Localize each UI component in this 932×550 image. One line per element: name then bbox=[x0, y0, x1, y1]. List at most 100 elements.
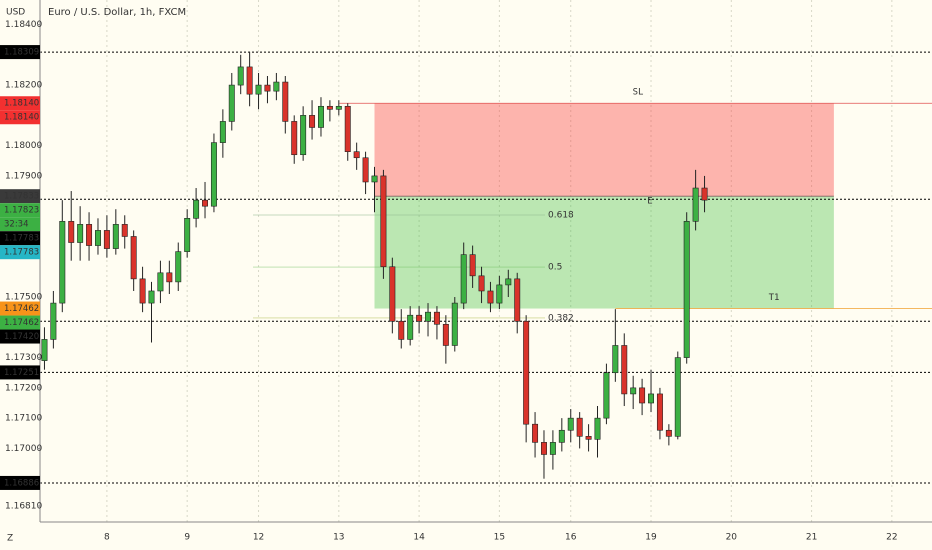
candle-body bbox=[309, 115, 316, 128]
price-label: 1.18309 bbox=[4, 48, 39, 58]
price-label-box bbox=[0, 301, 40, 316]
x-tick-label: 14 bbox=[413, 533, 425, 543]
price-label-box bbox=[0, 96, 40, 111]
candle-body bbox=[451, 302, 458, 346]
y-tick-label: 1.18400 bbox=[5, 20, 42, 30]
entry-label: E bbox=[647, 197, 652, 207]
x-tick-label: 22 bbox=[886, 533, 897, 543]
candle-body bbox=[585, 436, 592, 440]
candle-body bbox=[318, 105, 324, 128]
candle-body bbox=[130, 236, 137, 280]
price-label-box bbox=[0, 110, 40, 125]
price-label-box bbox=[0, 245, 40, 260]
plot bbox=[41, 51, 708, 479]
candle-body bbox=[433, 311, 440, 325]
price-label-box bbox=[0, 315, 40, 330]
candle-body bbox=[407, 314, 414, 340]
candle-body bbox=[665, 429, 672, 437]
candle-body bbox=[398, 320, 405, 340]
candle-body bbox=[166, 272, 173, 283]
price-axis bbox=[0, 0, 40, 550]
x-tick-label: 8 bbox=[104, 533, 110, 543]
y-tick-label: 1.17100 bbox=[5, 414, 42, 424]
candle-body bbox=[478, 275, 485, 292]
y-tick-label: 1.18000 bbox=[5, 141, 42, 151]
candle-body bbox=[621, 345, 628, 395]
candle-body bbox=[656, 393, 663, 431]
candle-body bbox=[603, 372, 610, 419]
candle-body bbox=[112, 224, 119, 249]
price-label: 1.17783 bbox=[4, 248, 39, 258]
price-label-box bbox=[0, 329, 40, 344]
candle-body bbox=[202, 199, 208, 207]
candle-body bbox=[683, 221, 690, 358]
candle-body bbox=[567, 417, 574, 431]
fib-label: 0.5 bbox=[548, 263, 562, 273]
x-tick-label: 20 bbox=[726, 533, 738, 543]
candle-body bbox=[648, 393, 654, 404]
candle-body bbox=[344, 105, 351, 152]
candle-body bbox=[246, 66, 253, 95]
target-label: T1 bbox=[769, 293, 780, 303]
price-label: 1.18140 bbox=[4, 99, 39, 109]
candle-body bbox=[380, 175, 387, 268]
x-tick-label: 9 bbox=[184, 533, 190, 543]
price-label: 1.17783 bbox=[4, 234, 39, 244]
y-tick-label: 1.17200 bbox=[5, 383, 42, 393]
price-label: 1.17823 bbox=[4, 206, 39, 216]
candle-body bbox=[523, 320, 530, 425]
candle-body bbox=[148, 290, 155, 304]
candle-body bbox=[50, 302, 57, 340]
candle-body bbox=[139, 278, 146, 304]
candle-body bbox=[594, 417, 601, 440]
price-label: 1.17462 bbox=[4, 304, 39, 314]
candle-body bbox=[630, 387, 637, 395]
stop-zone bbox=[374, 103, 834, 197]
candle-body bbox=[487, 290, 494, 304]
price-label: 1.17251 bbox=[4, 368, 39, 378]
candle-body bbox=[157, 272, 164, 292]
candle-body bbox=[59, 221, 66, 304]
candle-body bbox=[549, 442, 556, 455]
candle-body bbox=[389, 266, 396, 322]
candle-body bbox=[674, 357, 681, 437]
target-zone bbox=[374, 196, 834, 309]
candle-body bbox=[612, 345, 619, 374]
y-tick-label: 1.17300 bbox=[5, 353, 42, 363]
candle-body bbox=[41, 339, 48, 361]
candle-body bbox=[505, 278, 512, 286]
overlay: SL E T1 0.618 0.5 0.382 bbox=[548, 88, 779, 324]
x-tick-label: 19 bbox=[645, 533, 657, 543]
chart-title: Euro / U.S. Dollar, 1h, FXCM bbox=[48, 7, 186, 18]
countdown: 32:34 bbox=[4, 220, 29, 230]
stop-label: SL bbox=[633, 88, 644, 98]
candle-body bbox=[496, 284, 503, 304]
fib-label: 0.382 bbox=[548, 313, 574, 323]
candle-body bbox=[193, 199, 200, 219]
candle-body bbox=[576, 417, 583, 437]
price-label-box bbox=[0, 189, 40, 204]
fib-label: 0.618 bbox=[548, 210, 574, 220]
candle-body bbox=[300, 115, 307, 156]
x-tick-label: 15 bbox=[494, 533, 505, 543]
candle-body bbox=[326, 105, 333, 110]
price-label-box bbox=[0, 365, 40, 380]
candle-body bbox=[291, 121, 298, 156]
price-label: 1.17420 bbox=[4, 332, 39, 342]
candle-body bbox=[184, 218, 191, 252]
candle-body bbox=[86, 224, 93, 246]
candle-body bbox=[639, 387, 646, 404]
countdown-box bbox=[0, 217, 40, 232]
price-label: 1.18140 bbox=[4, 113, 39, 123]
candle-body bbox=[210, 142, 217, 207]
x-tick-label: 12 bbox=[253, 533, 264, 543]
candle-body bbox=[77, 224, 84, 243]
candle-body bbox=[95, 230, 101, 246]
x-tick-label: 21 bbox=[806, 533, 817, 543]
axis: 1.18400 1.18200 1.18000 1.17900 1.17500 1.173… bbox=[0, 20, 898, 543]
candle-body bbox=[541, 442, 547, 455]
candle-body bbox=[701, 187, 708, 201]
candle-body bbox=[282, 81, 289, 122]
scale-button[interactable]: Z bbox=[7, 534, 13, 544]
